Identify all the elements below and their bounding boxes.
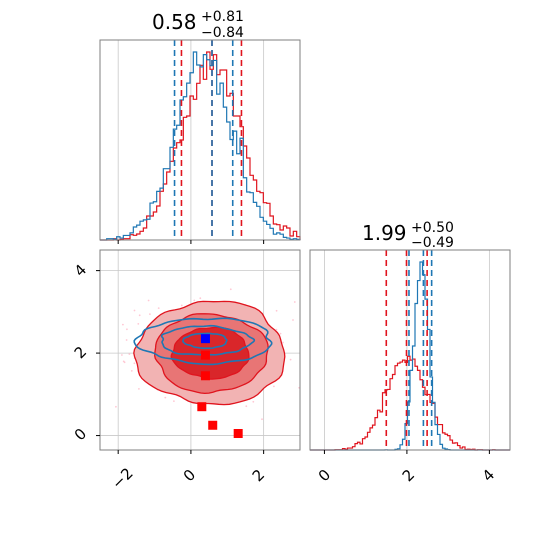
scatter-point — [128, 353, 131, 355]
panel-top-left-histogram — [99, 39, 301, 244]
marker-red-square — [233, 429, 243, 439]
scatter-point — [121, 354, 123, 356]
scatter-point — [261, 418, 263, 421]
x-tick-label: 2 — [399, 466, 418, 485]
y-tick-label: 4 — [71, 261, 90, 280]
histogram-red-series — [100, 51, 301, 241]
contour-blue-outer — [133, 317, 273, 366]
title-bottom-right: 1.99 +0.50 −0.49 — [362, 220, 454, 251]
panel-frame — [99, 39, 301, 241]
scatter-point — [122, 323, 124, 326]
scatter-point — [273, 385, 275, 388]
scatter-point — [180, 304, 183, 307]
marker-red-square — [208, 420, 218, 430]
marker-red-square — [200, 350, 210, 360]
y-tick-label: 0 — [71, 425, 90, 444]
title-top-left-main: 0.58 — [152, 10, 197, 34]
scatter-point — [125, 339, 128, 341]
bottom-left-x-tick-labels: −2 0 2 — [108, 464, 268, 492]
x-tick-label: 0 — [315, 466, 334, 485]
bottom-right-x-tick-labels: 0 2 4 — [315, 466, 498, 485]
title-top-left: 0.58 +0.81 −0.84 — [152, 9, 244, 41]
marker-red-square — [197, 402, 207, 412]
scatter-point — [245, 405, 248, 408]
title-bottom-right-sub: −0.49 — [411, 235, 454, 251]
scatter-point — [115, 405, 117, 408]
scatter-point — [164, 396, 167, 399]
panel-frame — [309, 249, 511, 451]
scatter-point — [292, 319, 294, 321]
scatter-point — [282, 341, 284, 344]
scatter-point — [126, 328, 128, 331]
scatter-point — [275, 309, 278, 312]
scatter-point — [157, 307, 160, 309]
scatter-point — [289, 358, 292, 361]
scatter-point — [279, 332, 282, 335]
y-tick-label: 2 — [71, 343, 90, 362]
contour-blue-inner — [182, 332, 228, 350]
histogram-red-series — [310, 355, 510, 451]
scatter-point — [130, 370, 133, 372]
panel-bottom-right-histogram — [309, 249, 511, 454]
scatter-point — [275, 328, 278, 331]
contour-blue-mid — [160, 324, 256, 356]
histogram-blue-series — [100, 51, 301, 241]
title-top-left-sup: +0.81 — [201, 9, 244, 25]
panel-frame — [99, 249, 301, 451]
scatter-point — [193, 299, 196, 302]
title-top-left-sub: −0.84 — [201, 25, 244, 41]
marker-blue-square — [200, 334, 210, 344]
scatter-point — [293, 301, 296, 303]
scatter-point — [229, 288, 232, 291]
scatter-point — [147, 299, 150, 302]
panel-bottom-left-contour — [96, 249, 301, 454]
x-tick-label: 2 — [249, 466, 268, 485]
bottom-left-y-tick-labels: 0 2 4 — [71, 261, 90, 444]
scatter-point — [138, 388, 140, 390]
x-tick-label: 0 — [180, 466, 199, 485]
title-bottom-right-sup: +0.50 — [411, 220, 454, 236]
scatter-point — [137, 323, 140, 325]
marker-red-square — [200, 371, 210, 381]
scatter-point — [122, 360, 125, 363]
scatter-point — [133, 309, 136, 312]
x-tick-label: 4 — [479, 466, 498, 485]
scatter-point — [138, 314, 141, 317]
scatter-point — [252, 400, 255, 403]
scatter-point — [149, 313, 151, 315]
scatter-point — [173, 400, 175, 402]
scatter-point — [199, 297, 202, 300]
title-bottom-right-main: 1.99 — [362, 221, 407, 245]
scatter-point — [133, 362, 136, 365]
x-tick-label: −2 — [108, 464, 136, 492]
